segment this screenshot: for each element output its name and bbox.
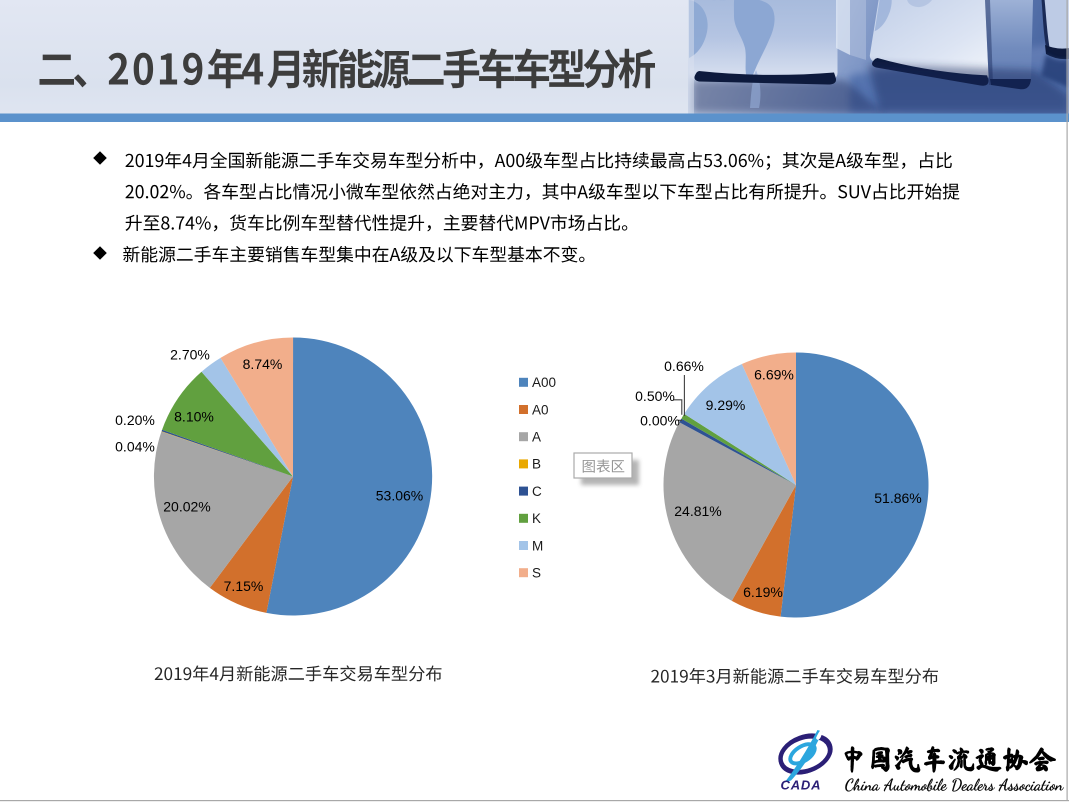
svg-text:7.15%: 7.15% [224, 578, 264, 594]
svg-text:8.10%: 8.10% [174, 409, 214, 425]
svg-text:0.50%: 0.50% [635, 388, 675, 404]
svg-text:53.06%: 53.06% [376, 488, 423, 504]
svg-text:8.74%: 8.74% [243, 356, 283, 372]
svg-text:A00: A00 [532, 375, 556, 390]
svg-text:9.29%: 9.29% [706, 397, 746, 413]
svg-text:0.66%: 0.66% [664, 358, 704, 374]
svg-text:0.04%: 0.04% [115, 439, 155, 455]
svg-text:S: S [532, 566, 541, 581]
svg-text:6.69%: 6.69% [754, 367, 794, 383]
svg-text:C: C [532, 484, 542, 499]
svg-text:2.70%: 2.70% [170, 347, 210, 363]
svg-text:A: A [532, 430, 541, 445]
svg-text:24.81%: 24.81% [674, 503, 721, 519]
svg-text:CADA: CADA [781, 778, 822, 793]
svg-text:M: M [532, 538, 543, 553]
svg-text:K: K [532, 511, 541, 526]
svg-text:51.86%: 51.86% [874, 490, 921, 506]
svg-text:B: B [532, 457, 541, 472]
svg-text:20.02%: 20.02% [163, 499, 210, 515]
svg-text:0.20%: 0.20% [115, 412, 155, 428]
svg-text:6.19%: 6.19% [743, 584, 783, 600]
svg-text:0.00%: 0.00% [640, 413, 680, 429]
svg-text:A0: A0 [532, 402, 549, 417]
